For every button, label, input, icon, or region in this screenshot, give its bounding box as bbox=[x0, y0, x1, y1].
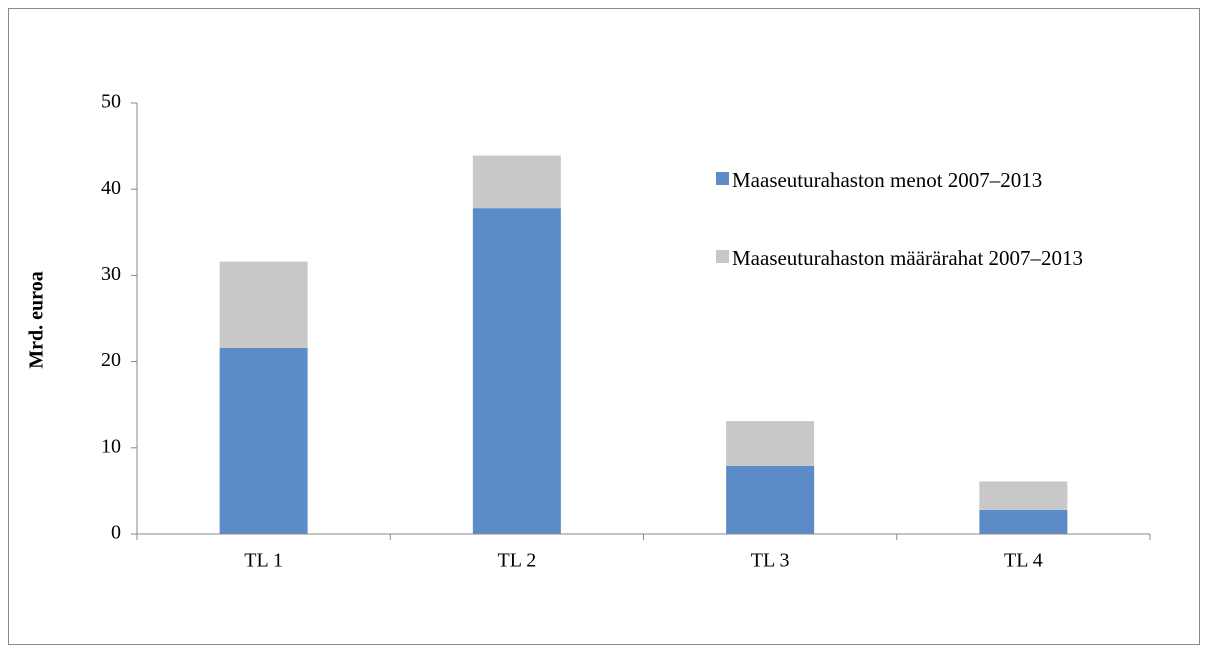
x-tick-label: TL 1 bbox=[244, 550, 283, 572]
legend-swatch bbox=[716, 250, 729, 263]
bar-segment bbox=[219, 347, 308, 534]
legend-label: Maaseuturahaston määrärahat 2007–2013 bbox=[732, 246, 1084, 270]
legend-label: Maaseuturahaston menot 2007–2013 bbox=[732, 168, 1043, 192]
bar-segment bbox=[979, 509, 1068, 534]
bar-segment bbox=[979, 481, 1068, 510]
y-tick-label: 40 bbox=[101, 177, 121, 199]
y-tick-label: 0 bbox=[111, 522, 121, 544]
bar-segment bbox=[726, 421, 815, 466]
chart-frame bbox=[8, 8, 1200, 645]
bar-segment bbox=[219, 261, 308, 348]
legend-entry: Maaseuturahaston määrärahat 2007–2013 bbox=[732, 246, 1084, 270]
legend-swatch bbox=[716, 172, 729, 185]
bar-segment bbox=[472, 155, 561, 209]
bar-segment bbox=[726, 465, 815, 534]
x-tick-label: TL 2 bbox=[498, 550, 537, 572]
y-tick-label: 20 bbox=[101, 349, 121, 371]
y-tick-label: 30 bbox=[101, 263, 121, 285]
y-tick-label: 50 bbox=[101, 91, 121, 113]
x-tick-label: TL 4 bbox=[1004, 550, 1043, 572]
y-tick-label: 10 bbox=[101, 435, 121, 457]
y-axis-label: Mrd. euroa bbox=[26, 271, 48, 368]
bar-segment bbox=[472, 208, 561, 534]
x-tick-label: TL 3 bbox=[751, 550, 790, 572]
legend-entry: Maaseuturahaston menot 2007–2013 bbox=[732, 168, 1043, 192]
